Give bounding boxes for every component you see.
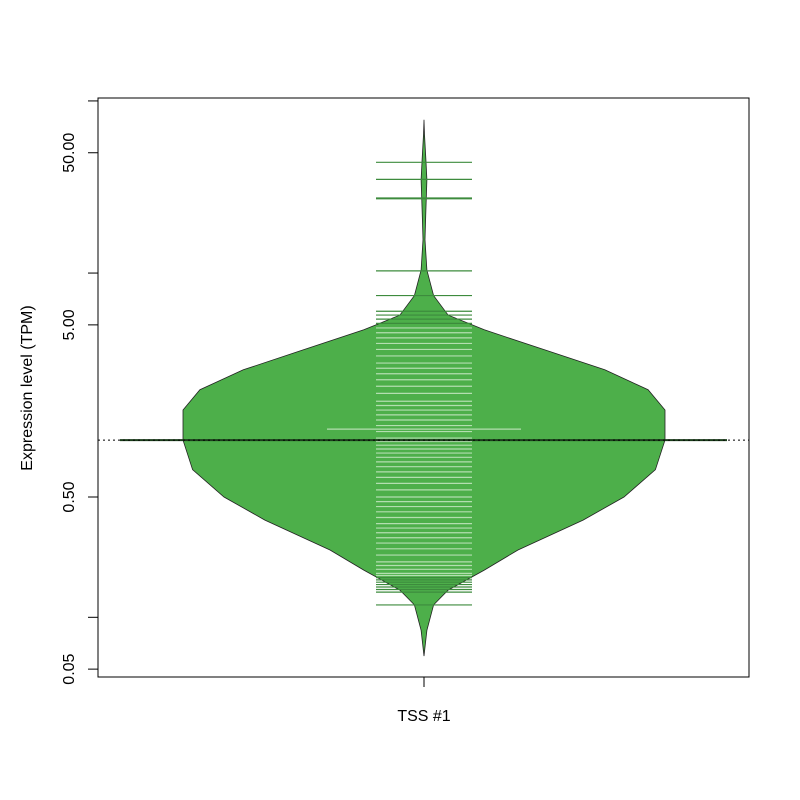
y-axis-label: Expression level (TPM) xyxy=(19,305,36,470)
y-tick-label: 50.00 xyxy=(61,133,78,173)
y-tick-label: 5.00 xyxy=(61,309,78,340)
bean xyxy=(182,119,666,657)
y-tick-label: 0.50 xyxy=(61,481,78,512)
y-tick-label: 0.05 xyxy=(61,653,78,684)
x-tick-label: TSS #1 xyxy=(397,708,450,725)
